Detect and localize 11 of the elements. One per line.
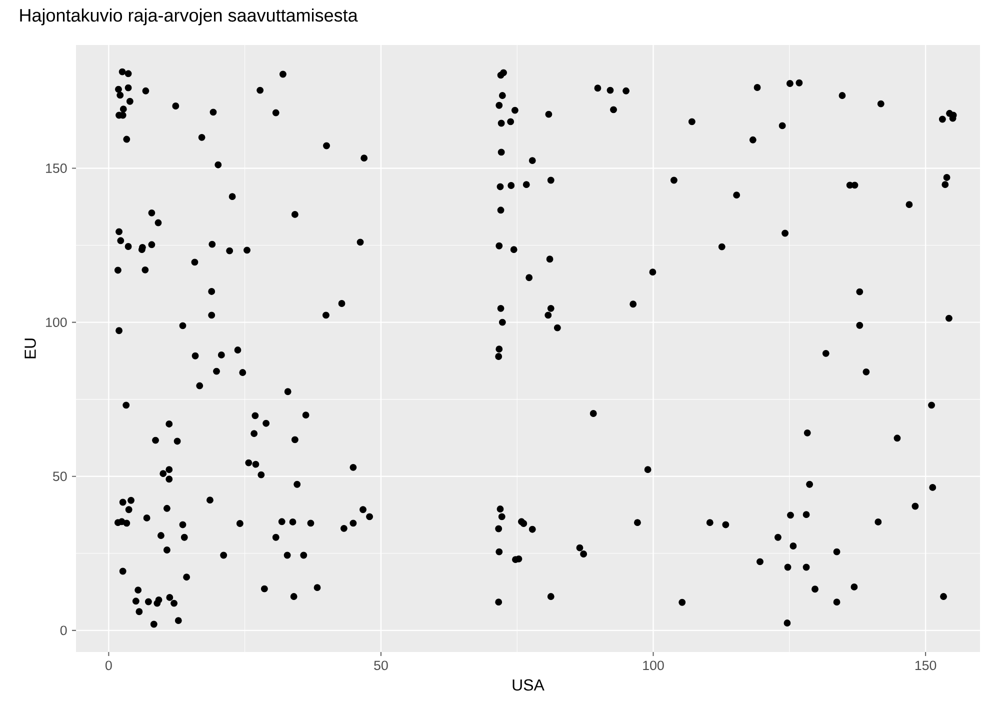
chart-title: Hajontakuvio raja-arvojen saavuttamisesta	[20, 8, 358, 26]
x-tick-label: 100	[643, 660, 664, 670]
x-tick-label: 50	[374, 660, 388, 670]
x-tick-label: 150	[915, 660, 936, 670]
y-tick-label: 50	[53, 472, 67, 482]
y-tick-label: 150	[46, 164, 67, 173]
y-tick-label: 100	[46, 318, 67, 328]
y-tick-label: 0	[60, 626, 67, 636]
y-axis-title: EU	[24, 338, 36, 358]
x-tick-label: 0	[105, 660, 112, 670]
x-axis-title: USA	[512, 679, 544, 691]
